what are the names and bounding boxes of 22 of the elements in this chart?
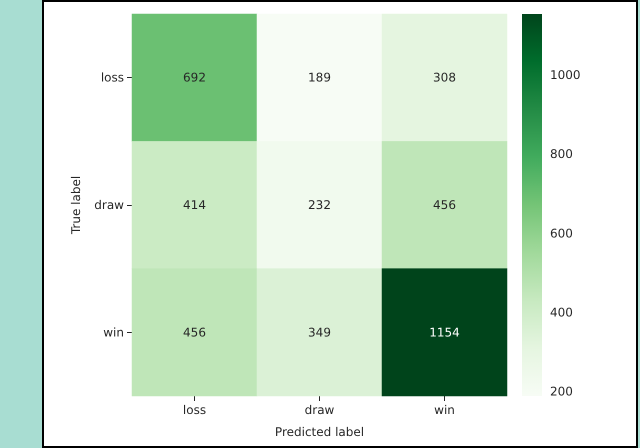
data-label: 1154 xyxy=(429,325,460,340)
x-tick-label: draw xyxy=(304,403,335,417)
color-bar-label: 200 xyxy=(550,384,573,399)
data-label: 308 xyxy=(433,70,456,85)
x-axis-title: Predicted label xyxy=(274,425,364,439)
x-tick-label: win xyxy=(434,403,455,417)
data-label: 189 xyxy=(308,70,331,85)
color-bar-label: 1000 xyxy=(550,68,581,82)
data-label: 456 xyxy=(183,325,206,340)
x-tick-label: loss xyxy=(182,403,206,417)
data-label: 349 xyxy=(308,325,331,340)
y-tick-label: win xyxy=(103,325,124,340)
color-bar-label: 800 xyxy=(550,147,573,162)
color-bar-label: 400 xyxy=(550,305,573,320)
color-bar-label: 600 xyxy=(550,226,573,240)
data-label: 232 xyxy=(308,198,331,212)
data-label: 456 xyxy=(433,198,456,212)
y-axis-title: True label xyxy=(69,176,83,236)
data-label: 692 xyxy=(183,70,206,85)
y-tick-label: loss xyxy=(100,70,124,85)
data-label: 414 xyxy=(183,198,206,212)
y-tick-label: draw xyxy=(94,198,124,212)
